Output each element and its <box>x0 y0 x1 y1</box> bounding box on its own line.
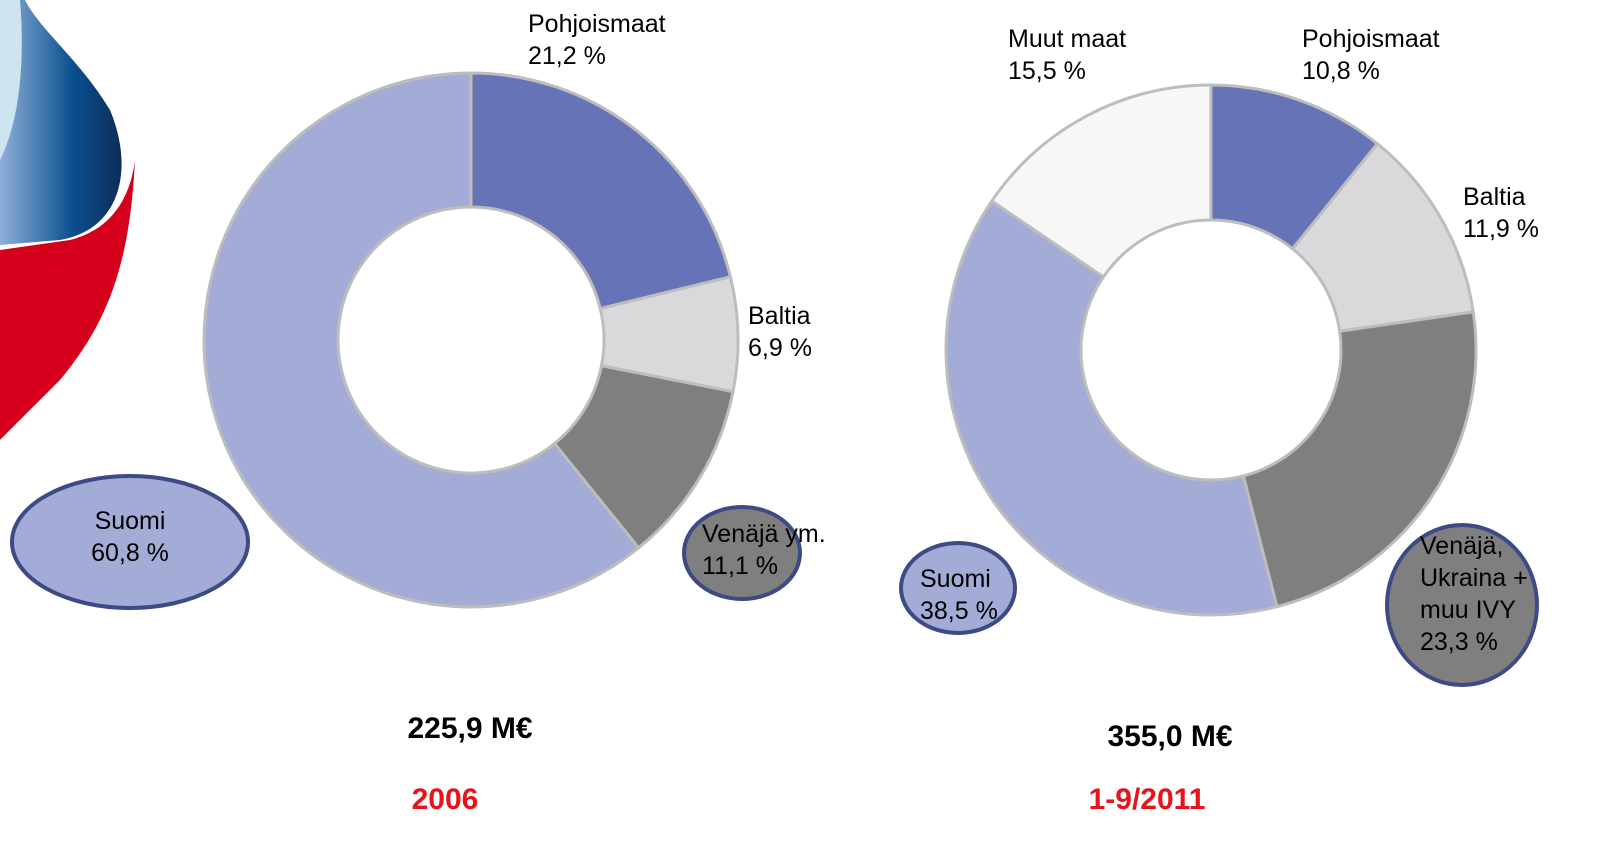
category-label: Venäjä, Ukraina + muu IVY <box>1420 530 1545 626</box>
value-label: 6,9 % <box>748 332 812 364</box>
total-label: 225,9 M€ <box>407 712 532 746</box>
donut-slice <box>471 73 730 309</box>
page: (() => { const data = JSON.parse(documen… <box>0 0 1612 844</box>
category-label: Suomi <box>30 505 230 537</box>
category-label: Muut maat <box>1008 23 1126 55</box>
category-label: Pohjoismaat <box>1302 23 1440 55</box>
value-label: 21,2 % <box>528 40 666 72</box>
category-label: Pohjoismaat <box>528 8 666 40</box>
category-label: Baltia <box>748 300 812 332</box>
slice-label: Venäjä ym.11,1 % <box>702 518 872 582</box>
value-label: 38,5 % <box>920 595 1000 627</box>
logo-ribbon <box>0 0 135 440</box>
category-label: Venäjä ym. <box>702 518 872 550</box>
period-label: 2006 <box>412 783 479 817</box>
total-label: 355,0 M€ <box>1107 720 1232 754</box>
period-label: 1-9/2011 <box>1089 783 1206 817</box>
category-label: Suomi <box>920 563 1000 595</box>
category-label: Baltia <box>1463 181 1539 213</box>
value-label: 11,1 % <box>702 550 872 582</box>
chart <box>0 0 1612 844</box>
value-label: 10,8 % <box>1302 55 1440 87</box>
value-label: 11,9 % <box>1463 213 1539 245</box>
value-label: 15,5 % <box>1008 55 1126 87</box>
value-label: 23,3 % <box>1420 626 1545 658</box>
value-label: 60,8 % <box>30 537 230 569</box>
